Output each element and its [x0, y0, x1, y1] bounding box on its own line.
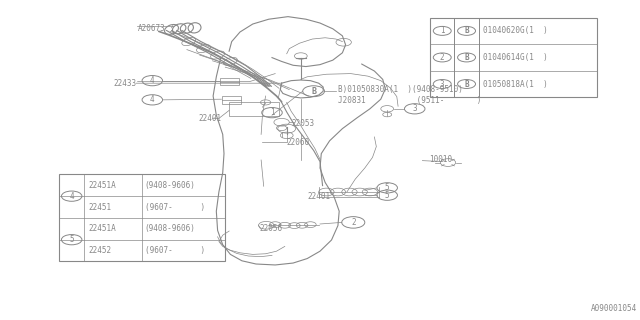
Text: 5: 5 [69, 235, 74, 244]
Text: 2: 2 [351, 218, 356, 227]
Text: (9408-9606): (9408-9606) [145, 181, 195, 190]
Text: 4: 4 [69, 192, 74, 201]
Text: B: B [311, 87, 316, 96]
Text: 1: 1 [440, 26, 445, 36]
Text: 22451A: 22451A [88, 224, 116, 233]
Text: (9607-      ): (9607- ) [145, 246, 205, 255]
Text: 3: 3 [440, 79, 445, 89]
Text: 22452: 22452 [88, 246, 111, 255]
Text: 1: 1 [269, 108, 275, 117]
Text: (9607-      ): (9607- ) [145, 203, 205, 212]
Text: J20831           (9511-       ): J20831 (9511- ) [338, 96, 481, 105]
Bar [430, 18, 597, 97]
Text: (9408-9606): (9408-9606) [145, 224, 195, 233]
Text: A20673: A20673 [138, 24, 165, 33]
Text: 10010: 10010 [429, 156, 452, 164]
Text: 22060: 22060 [287, 138, 310, 147]
Text: 22401: 22401 [307, 192, 330, 201]
Text: 22451A: 22451A [88, 181, 116, 190]
Text: 22053: 22053 [291, 119, 314, 128]
Text: B: B [464, 26, 469, 36]
Bar [59, 174, 225, 261]
Bar [222, 96, 241, 104]
Text: 2: 2 [440, 53, 445, 62]
Text: 4: 4 [150, 95, 155, 104]
Text: 3: 3 [412, 104, 417, 113]
Text: 01040620G(1  ): 01040620G(1 ) [483, 26, 547, 36]
Text: 22451: 22451 [88, 203, 111, 212]
Text: B)01050830A(1  )(9408-9510): B)01050830A(1 )(9408-9510) [338, 85, 463, 94]
Text: 01040614G(1  ): 01040614G(1 ) [483, 53, 547, 62]
Bar [229, 102, 279, 116]
Text: 5: 5 [385, 191, 390, 200]
Text: A090001054: A090001054 [591, 304, 637, 313]
Text: 5: 5 [385, 183, 390, 192]
Text: B: B [464, 53, 469, 62]
Text: 4: 4 [150, 76, 155, 85]
Text: 22433: 22433 [114, 79, 137, 88]
Text: 22056: 22056 [259, 224, 282, 233]
Bar [220, 78, 239, 85]
Text: 22401: 22401 [198, 114, 221, 123]
Text: B: B [464, 79, 469, 89]
Text: 01050818A(1  ): 01050818A(1 ) [483, 79, 547, 89]
